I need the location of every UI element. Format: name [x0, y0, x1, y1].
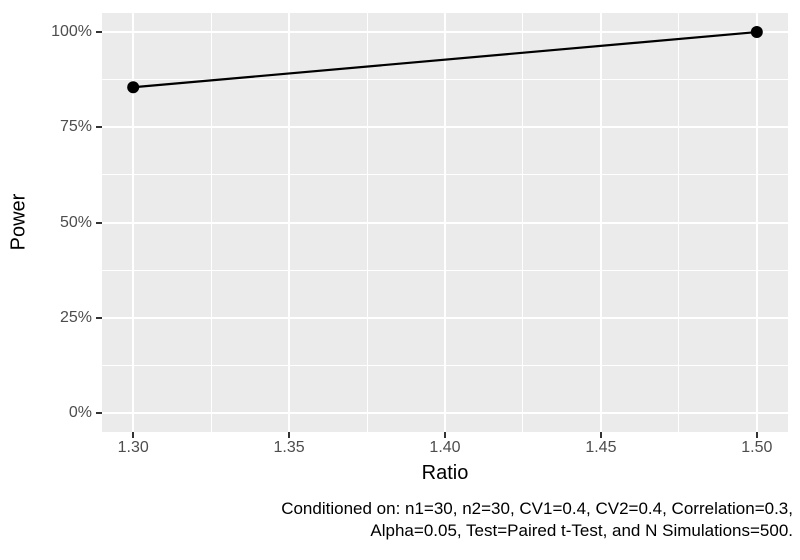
y-tick-mark [96, 316, 102, 319]
x-tick-mark [599, 432, 602, 438]
y-tick-mark [96, 126, 102, 129]
x-tick-label: 1.40 [429, 439, 461, 456]
power-line-series [127, 26, 763, 94]
plot-panel [102, 13, 788, 432]
x-tick-label: 1.50 [741, 439, 773, 456]
series-line [133, 30, 757, 89]
x-tick-mark [132, 432, 135, 438]
caption-line-1: Conditioned on: n1=30, n2=30, CV1=0.4, C… [281, 499, 793, 518]
y-tick-mark [96, 411, 102, 414]
y-tick-label: 50% [59, 213, 92, 231]
x-tick-label: 1.35 [273, 439, 305, 456]
x-tick-label: 1.30 [117, 439, 149, 456]
x-tick-mark [444, 432, 446, 438]
x-axis-title: Ratio [421, 462, 469, 484]
y-tick-label: 100% [51, 23, 92, 41]
gridline-y-major [102, 411, 788, 414]
y-tick-label: 75% [59, 118, 92, 136]
gridline-y-major [102, 31, 788, 34]
y-tick-label: 25% [59, 308, 92, 326]
gridline-y-major [102, 126, 788, 129]
x-tick-label: 1.45 [585, 439, 617, 456]
y-tick-label: 0% [68, 403, 92, 421]
x-tick-mark [755, 432, 758, 438]
caption-line-2: Alpha=0.05, Test=Paired t-Test, and N Si… [370, 521, 793, 540]
x-tick-mark [288, 432, 291, 438]
gridline-y-major [102, 221, 788, 224]
data-point [750, 26, 763, 39]
caption: Conditioned on: n1=30, n2=30, CV1=0.4, C… [281, 498, 793, 542]
data-point [127, 81, 140, 94]
y-tick-mark [96, 221, 102, 224]
gridline-y-major [102, 316, 788, 319]
y-tick-mark [96, 31, 102, 34]
